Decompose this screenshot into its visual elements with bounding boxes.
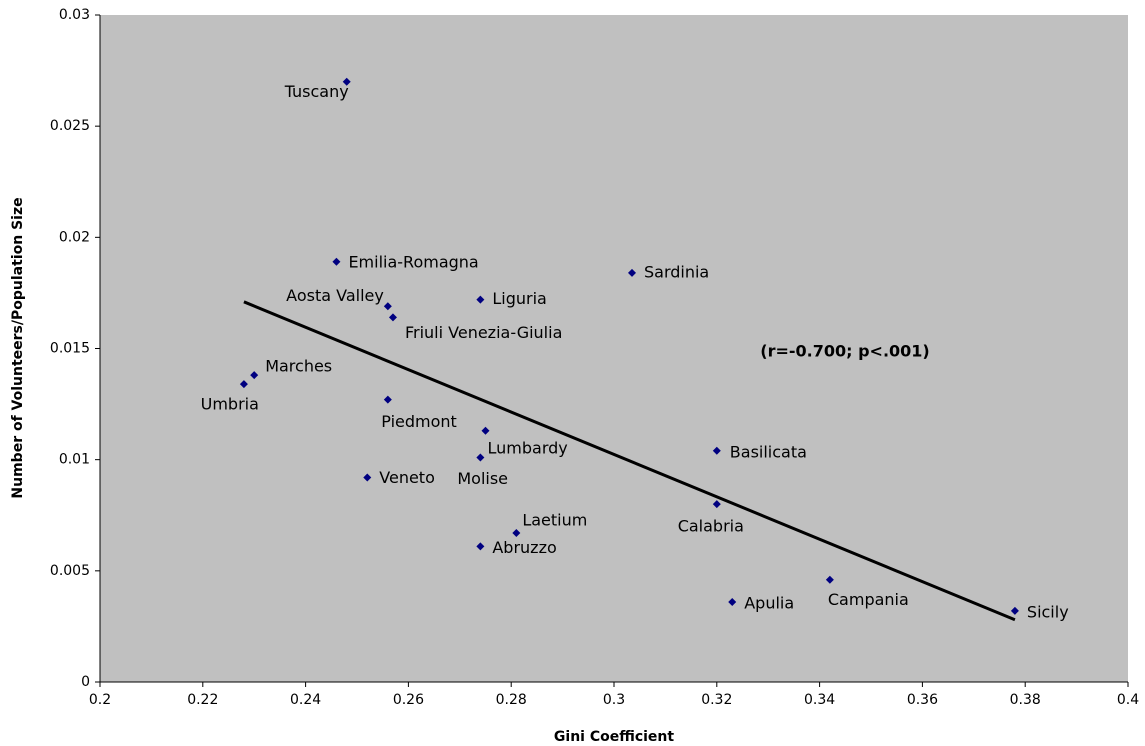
- point: [476, 453, 485, 462]
- point-label: Marches: [265, 357, 332, 376]
- x-tick-label: 0.22: [187, 692, 218, 708]
- point: [1010, 606, 1019, 615]
- y-tick-label: 0.025: [50, 118, 90, 134]
- y-tick-label: 0.02: [59, 229, 90, 245]
- x-tick-label: 0.28: [496, 692, 527, 708]
- y-tick-label: 0.005: [50, 563, 90, 579]
- x-tick-label: 0.24: [290, 692, 321, 708]
- y-tick-label: 0.01: [59, 452, 90, 468]
- point: [363, 473, 372, 482]
- y-tick-label: 0.015: [50, 341, 90, 357]
- point: [712, 446, 721, 455]
- annotation: (r=-0.700; p<.001): [760, 342, 929, 361]
- point: [383, 395, 392, 404]
- point-label: Abruzzo: [492, 538, 556, 557]
- point-label: Piedmont: [381, 412, 457, 431]
- y-tick-label: 0.03: [59, 7, 90, 23]
- point: [383, 302, 392, 311]
- point-label: Tuscany: [284, 82, 349, 101]
- point-label: Calabria: [678, 517, 744, 536]
- point: [250, 371, 259, 380]
- trend-line: [243, 300, 1016, 622]
- point-label: Friuli Venezia-Giulia: [405, 323, 562, 342]
- point: [481, 426, 490, 435]
- point-label: Emilia-Romagna: [348, 252, 478, 271]
- x-tick-label: 0.4: [1117, 692, 1139, 708]
- x-tick-label: 0.34: [804, 692, 835, 708]
- point: [712, 500, 721, 509]
- point: [825, 575, 834, 584]
- point: [332, 257, 341, 266]
- plot-area: [100, 15, 1128, 682]
- point: [512, 529, 521, 538]
- point-label: Liguria: [492, 289, 546, 308]
- x-tick-label: 0.38: [1010, 692, 1041, 708]
- point-label: Sardinia: [644, 262, 709, 281]
- point-label: Sicily: [1027, 602, 1069, 621]
- point-label: Basilicata: [730, 442, 807, 461]
- point-label: Molise: [457, 469, 508, 488]
- point: [728, 597, 737, 606]
- point: [627, 268, 636, 277]
- point-label: Campania: [828, 590, 909, 609]
- point-label: Aosta Valley: [286, 286, 384, 305]
- x-tick-label: 0.36: [907, 692, 938, 708]
- x-tick-label: 0.3: [603, 692, 625, 708]
- point: [476, 542, 485, 551]
- y-tick-label: 0: [81, 674, 90, 690]
- point-label: Apulia: [744, 593, 794, 612]
- point: [239, 380, 248, 389]
- point: [342, 77, 351, 86]
- point: [388, 313, 397, 322]
- point-label: Laetium: [522, 511, 587, 530]
- point-label: Lumbardy: [488, 438, 568, 457]
- x-axis-title: Gini Coefficient: [554, 729, 674, 745]
- point-label: Veneto: [379, 468, 435, 487]
- x-tick-label: 0.26: [393, 692, 424, 708]
- point-label: Umbria: [201, 395, 259, 414]
- point: [476, 295, 485, 304]
- x-tick-label: 0.32: [701, 692, 732, 708]
- x-tick-label: 0.2: [89, 692, 111, 708]
- y-axis-title: Number of Volunteers/Population Size: [10, 197, 26, 498]
